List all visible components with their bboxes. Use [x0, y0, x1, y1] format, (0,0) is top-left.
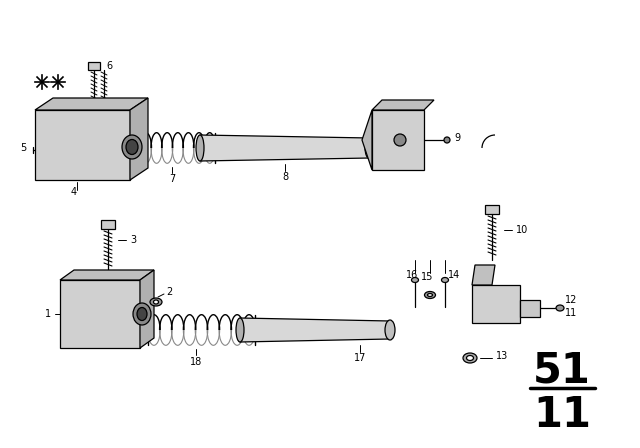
Ellipse shape — [137, 307, 147, 320]
Text: 7: 7 — [169, 174, 175, 184]
Ellipse shape — [236, 318, 244, 342]
Text: 1: 1 — [45, 309, 51, 319]
Text: 9: 9 — [454, 133, 460, 143]
Text: 15: 15 — [421, 272, 433, 282]
Polygon shape — [485, 205, 499, 214]
Polygon shape — [35, 98, 148, 110]
Polygon shape — [472, 265, 495, 285]
Text: 51: 51 — [533, 349, 591, 391]
Polygon shape — [140, 270, 154, 348]
Ellipse shape — [62, 135, 92, 155]
Text: 4: 4 — [71, 187, 77, 197]
Text: 13: 13 — [496, 351, 508, 361]
Text: 5: 5 — [20, 143, 26, 153]
Polygon shape — [372, 100, 434, 110]
Ellipse shape — [467, 356, 474, 361]
Polygon shape — [60, 270, 154, 280]
Polygon shape — [240, 318, 390, 342]
Polygon shape — [472, 285, 520, 323]
Polygon shape — [200, 135, 370, 161]
Polygon shape — [130, 98, 148, 180]
Ellipse shape — [428, 293, 433, 297]
Ellipse shape — [86, 305, 114, 323]
Ellipse shape — [122, 135, 142, 159]
Text: 6: 6 — [106, 61, 112, 71]
Ellipse shape — [412, 277, 419, 283]
Ellipse shape — [463, 353, 477, 363]
Text: 16: 16 — [406, 270, 418, 280]
Ellipse shape — [154, 300, 159, 304]
Ellipse shape — [150, 298, 162, 306]
Polygon shape — [101, 220, 115, 229]
Text: 10: 10 — [516, 225, 528, 235]
Ellipse shape — [556, 305, 564, 311]
Text: 11: 11 — [533, 394, 591, 436]
Text: 3: 3 — [130, 235, 136, 245]
Ellipse shape — [394, 134, 406, 146]
Text: 8: 8 — [282, 172, 288, 182]
Polygon shape — [60, 280, 140, 348]
Text: 12: 12 — [565, 295, 577, 305]
Ellipse shape — [365, 137, 375, 159]
Ellipse shape — [196, 135, 204, 161]
Ellipse shape — [126, 139, 138, 155]
Ellipse shape — [133, 303, 151, 325]
Ellipse shape — [444, 137, 450, 143]
Polygon shape — [372, 110, 424, 170]
Ellipse shape — [424, 292, 435, 298]
Polygon shape — [88, 62, 100, 70]
Text: 18: 18 — [190, 357, 202, 367]
Ellipse shape — [385, 320, 395, 340]
Text: 11: 11 — [565, 308, 577, 318]
Text: 2: 2 — [166, 287, 172, 297]
Polygon shape — [520, 300, 540, 317]
Text: 14: 14 — [448, 270, 460, 280]
Text: 17: 17 — [354, 353, 366, 363]
Ellipse shape — [442, 277, 449, 283]
Polygon shape — [362, 110, 372, 170]
Polygon shape — [35, 110, 130, 180]
